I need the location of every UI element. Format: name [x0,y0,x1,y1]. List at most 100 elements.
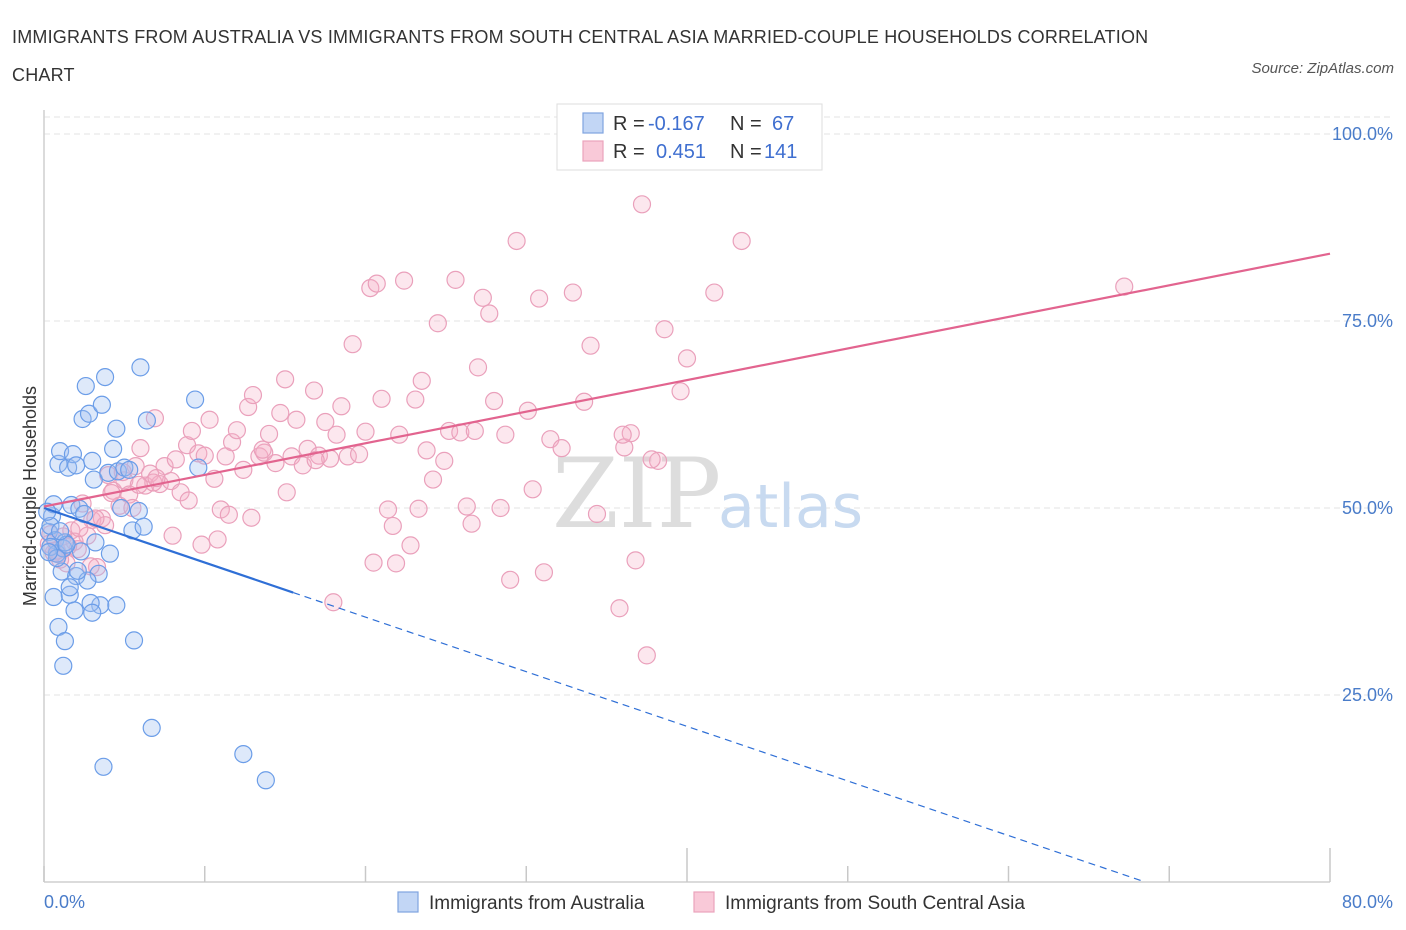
data-point [86,509,105,528]
x-tick-label-min: 0.0% [44,892,85,912]
data-point [423,470,443,489]
data-point [63,445,83,464]
x-tick-label-max: 80.0% [1342,892,1393,912]
data-point [242,508,261,527]
data-point [534,563,554,582]
data-point [83,603,102,622]
bottom-legend-label-australia: Immigrants from Australia [429,893,645,914]
data-point [87,557,107,577]
data-point [277,483,296,502]
data-point [259,424,279,444]
data-point [129,475,148,494]
legend-r-label-2: R = [613,141,645,163]
bottom-legend-swatch-australia [397,891,419,913]
data-point [179,491,198,510]
legend-n-value-2: 141 [764,141,797,163]
data-point [316,412,335,432]
data-point [120,460,139,479]
data-point [648,451,668,470]
data-point [581,336,600,355]
data-point [163,526,182,545]
trend-line-blue [43,506,294,594]
data-point [78,571,97,590]
data-point [406,390,425,409]
data-point [166,450,185,469]
data-point [219,505,238,524]
data-point [227,421,246,440]
y-tick-label: 50.0% [1342,498,1393,518]
data-point [189,458,208,477]
data-point [462,514,481,533]
data-point [677,349,697,368]
watermark-atlas: atlas [718,472,863,542]
bottom-legend-swatch-south-central-asia [693,891,715,913]
data-point [637,646,656,665]
data-point [468,358,488,377]
data-point [435,451,454,470]
data-point [44,587,63,607]
data-point [364,553,383,572]
data-point [92,395,111,414]
data-point [95,368,115,387]
y-tick-label: 100.0% [1332,124,1393,144]
data-point [79,404,99,423]
data-point [446,270,465,289]
data-point [239,397,258,417]
data-point [131,358,150,377]
data-point [428,314,447,333]
data-point [107,596,126,615]
data-point [41,516,60,536]
data-point [147,468,166,488]
legend-r-value-1: -0.167 [648,113,705,135]
data-point [104,439,123,459]
data-point [367,274,386,293]
data-point [52,562,71,581]
data-point [324,593,343,612]
bottom-legend-label-south-central-asia: Immigrants from South Central Asia [725,893,1025,914]
data-point [383,516,402,536]
data-point [587,504,607,524]
data-point [480,304,499,323]
data-point [124,631,144,650]
data-point [89,564,108,583]
data-point [304,381,324,400]
watermark-zip: ZIP [552,438,721,550]
data-point [39,543,58,562]
data-point [417,441,436,460]
legend-swatch-south-central-asia [582,140,604,162]
data-point [86,533,105,552]
data-point [632,195,652,214]
data-point [186,390,205,409]
trend-line-extension-blue [292,591,1146,883]
data-point [457,497,476,516]
data-point [491,498,510,518]
data-point [409,499,428,518]
legend-r-value-2: 0.451 [656,141,706,163]
data-point [613,425,632,444]
data-point [642,450,661,469]
y-tick-label: 75.0% [1342,311,1393,331]
data-point [50,522,70,541]
legend-n-label-2: N = [730,141,762,163]
legend-n-value-1: 67 [772,113,794,135]
data-point [112,498,131,518]
data-point [287,410,306,429]
data-point [100,544,120,563]
data-point [134,517,153,536]
data-point [192,535,211,554]
data-point [243,385,263,405]
data-point [255,443,274,462]
series-south-central-asia [39,195,1134,665]
data-point [67,456,86,475]
data-point [356,422,375,441]
data-point [200,410,219,429]
data-point [65,601,84,620]
y-axis-label: Married-couple Households [20,386,40,606]
data-point [332,397,351,416]
data-point [76,376,95,396]
data-point [131,439,150,458]
data-point [55,632,74,651]
data-point [343,335,362,354]
data-point [107,419,126,438]
